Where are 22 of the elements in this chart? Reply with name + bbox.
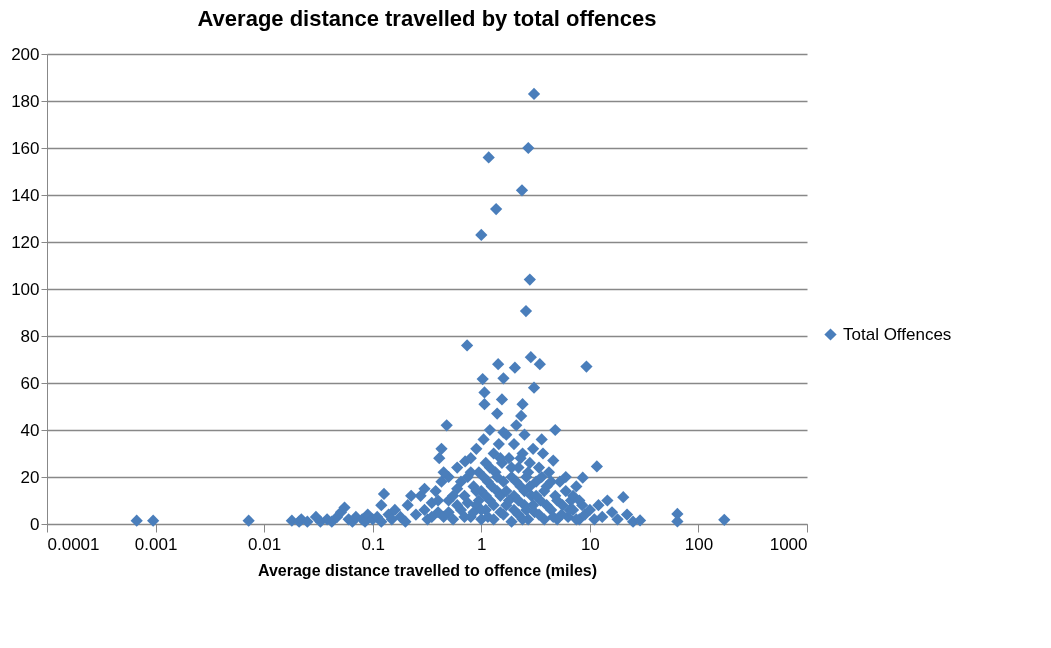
x-tick-label: 0.0001 — [47, 534, 100, 554]
x-tick-label: 0.001 — [134, 534, 178, 554]
x-tick-label: 1 — [477, 534, 487, 554]
y-tick-label: 120 — [11, 232, 40, 252]
y-tick-label: 180 — [11, 91, 40, 111]
y-tick-label: 0 — [30, 514, 40, 534]
x-tick-label: 100 — [684, 534, 714, 554]
chart-title: Average distance travelled by total offences — [197, 6, 657, 31]
x-tick-label: 0.1 — [361, 534, 386, 554]
y-tick-label: 80 — [20, 326, 40, 346]
x-tick-label: 0.01 — [248, 534, 282, 554]
x-axis-title: Average distance travelled to offence (miles) — [257, 561, 598, 579]
legend-label: Total Offences — [843, 324, 952, 344]
y-tick-label: 20 — [20, 467, 40, 487]
x-tick-label: 1000 — [769, 534, 808, 554]
y-tick-label: 100 — [11, 279, 40, 299]
y-tick-label: 200 — [11, 44, 40, 64]
y-tick-label: 160 — [11, 138, 40, 158]
x-tick-label: 10 — [580, 534, 600, 554]
y-tick-label: 140 — [11, 185, 40, 205]
y-tick-label: 60 — [20, 373, 40, 393]
y-tick-label: 40 — [20, 420, 40, 440]
